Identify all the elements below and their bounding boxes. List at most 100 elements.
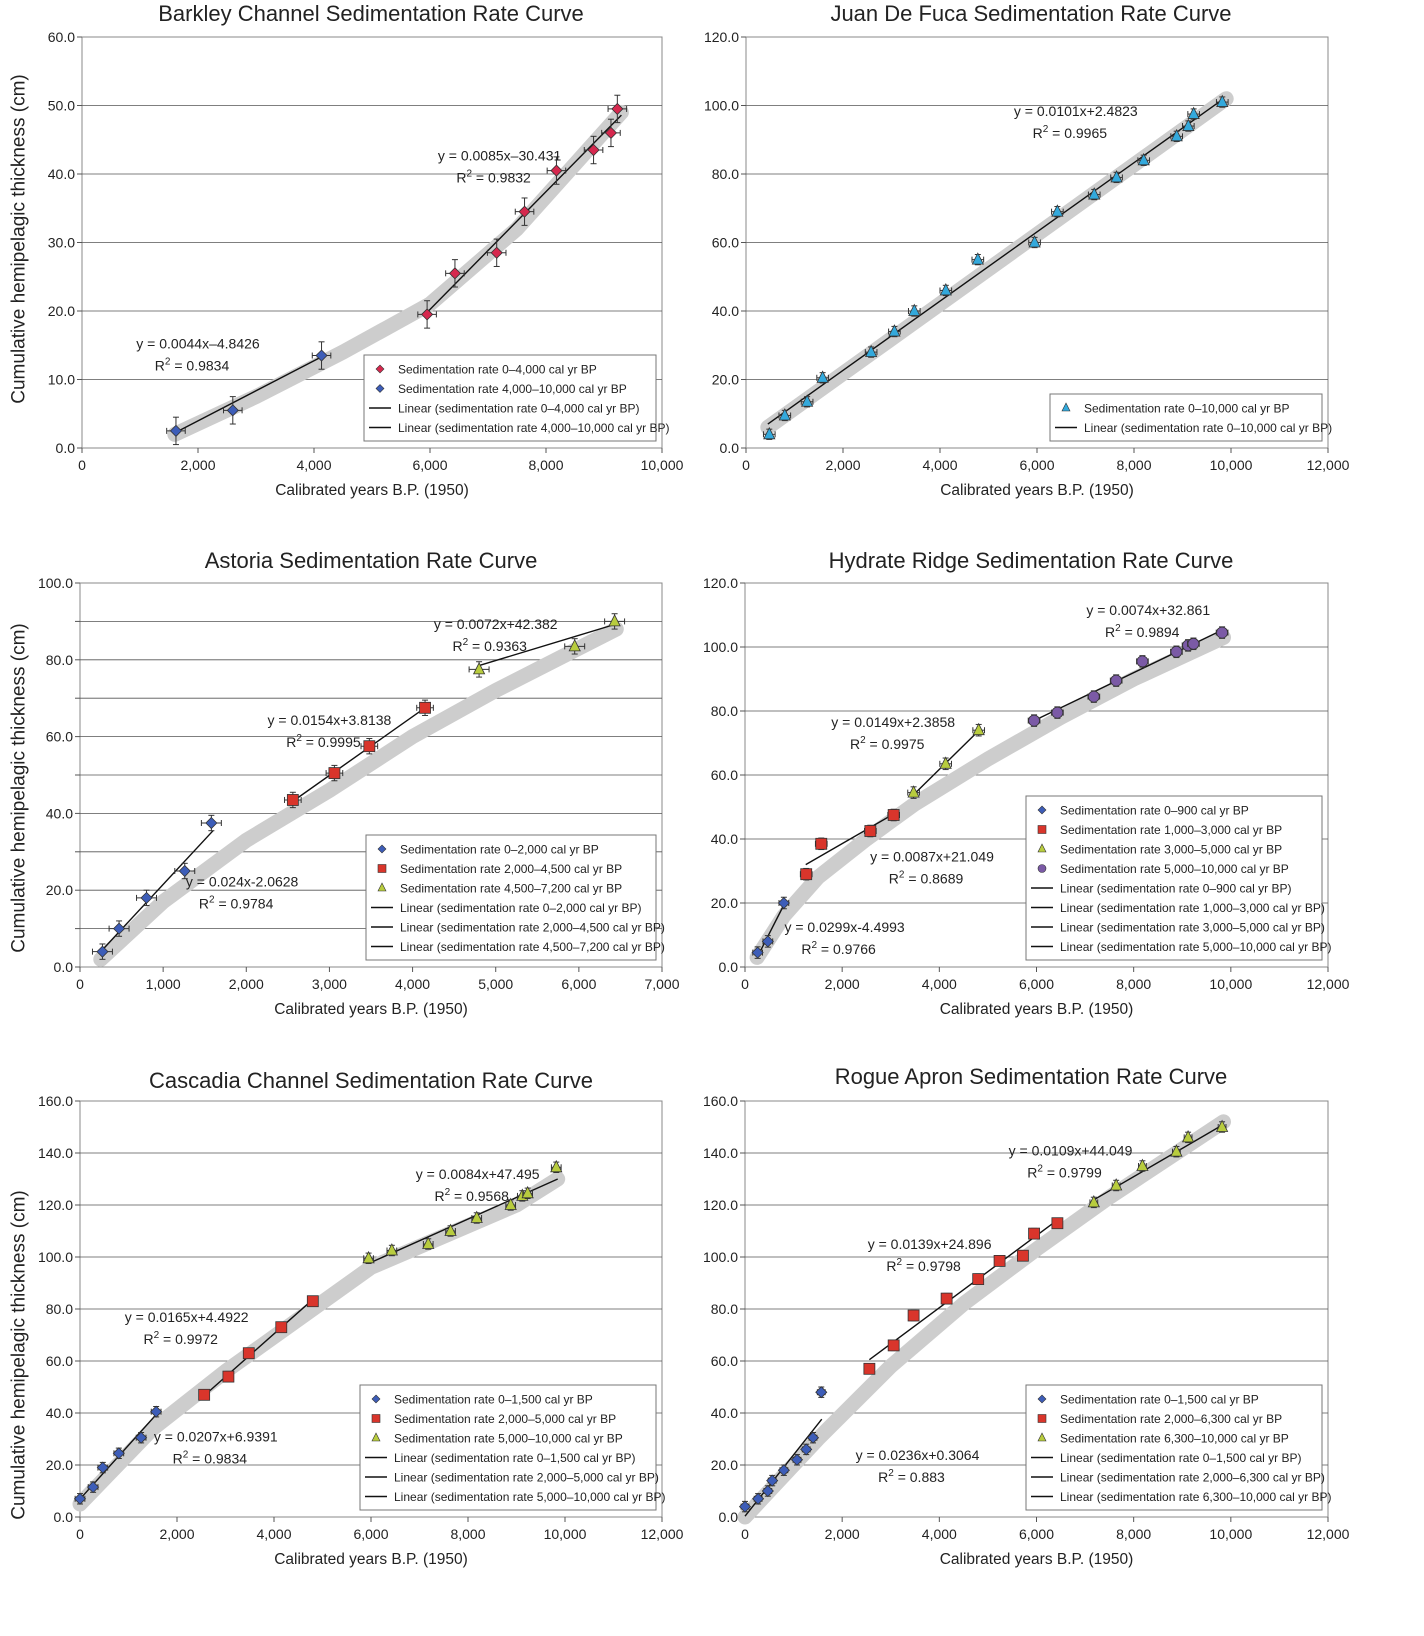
x-axis-title: Calibrated years B.P. (1950): [940, 1551, 1134, 1568]
fit-r2: R2 = 0.9766: [801, 940, 876, 957]
fit-r2: R2 = 0.9832: [456, 168, 531, 185]
data-point: [766, 1474, 779, 1487]
x-tick-label: 1,000: [146, 976, 181, 992]
legend-label: Linear (sedimentation rate 0–1,500 cal y…: [394, 1451, 635, 1465]
r2-prefix: R: [434, 1188, 444, 1204]
legend-marker: [371, 1414, 381, 1423]
data-point: [815, 1386, 828, 1399]
r2-value: = 0.9972: [159, 1331, 218, 1347]
y-tick-label: 80.0: [711, 703, 738, 719]
y-tick-label: 40.0: [712, 303, 739, 319]
y-tick-label: 20.0: [46, 882, 73, 898]
x-tick-label: 10,000: [1209, 976, 1252, 992]
r2-value: = 0.9784: [215, 895, 274, 911]
data-point: [864, 344, 878, 358]
r2-superscript: 2: [860, 735, 866, 746]
r2-prefix: R: [143, 1331, 153, 1347]
y-axis-title-text: Cumulative hemipelagic thickness (cm): [9, 1190, 31, 1520]
legend-label: Linear (sedimentation rate 2,000–6,300 c…: [1060, 1471, 1325, 1485]
legend-label: Linear (sedimentation rate 1,000–3,000 c…: [1060, 901, 1325, 915]
x-tick-label: 5,000: [478, 976, 513, 992]
r2-superscript: 2: [183, 1450, 189, 1461]
fit-line: [203, 1296, 316, 1397]
legend-label: Sedimentation rate 5,000–10,000 cal yr B…: [1060, 862, 1289, 876]
fit-line: [868, 1218, 1059, 1361]
y-tick-label: 60.0: [48, 29, 75, 45]
data-point: [777, 896, 790, 910]
trend-band: [749, 629, 1231, 965]
y-tick-label: 40.0: [46, 1405, 73, 1421]
data-point: [1051, 706, 1064, 719]
legend-label: Linear (sedimentation rate 6,300–10,000 …: [1060, 1490, 1332, 1504]
x-axis-title: Calibrated years B.P. (1950): [274, 1551, 468, 1568]
chart-title: Cascadia Channel Sedimentation Rate Curv…: [149, 1068, 593, 1093]
data-point: [611, 102, 624, 115]
legend-marker: [1037, 1394, 1047, 1404]
chart-panel: Rogue Apron Sedimentation Rate Curve 0.0 2…: [703, 1064, 1350, 1568]
x-tick-label: 2,000: [229, 976, 264, 992]
y-tick-label: 20.0: [46, 1457, 73, 1473]
legend-marker: [1037, 805, 1047, 815]
y-tick-label: 20.0: [48, 303, 75, 319]
legend-label: Sedimentation rate 3,000–5,000 cal yr BP: [1060, 843, 1282, 857]
legend-label: Sedimentation rate 1,000–3,000 cal yr BP: [1060, 823, 1282, 837]
data-point: [815, 837, 828, 850]
y-tick-label: 120.0: [703, 575, 738, 591]
r2-superscript: 2: [897, 1257, 903, 1268]
x-tick-label: 0: [78, 457, 86, 473]
trend-band: [760, 91, 1234, 435]
trend-band: [737, 1114, 1231, 1525]
r2-prefix: R: [1033, 125, 1043, 141]
data-point: [521, 1185, 534, 1199]
legend-marker: [377, 844, 387, 854]
fit-equation: y = 0.0139x+24.896: [868, 1236, 992, 1252]
x-tick-label: 10,000: [1209, 1526, 1252, 1542]
data-point: [1051, 204, 1064, 217]
legend: Sedimentation rate 0–1,500 cal yr BP Sedi…: [359, 1384, 666, 1511]
y-tick-label: 30.0: [48, 235, 75, 251]
trend-band: [93, 621, 624, 967]
r2-superscript: 2: [1037, 1164, 1043, 1175]
data-point: [972, 722, 985, 736]
legend-label: Sedimentation rate 4,500–7,200 cal yr BP: [400, 882, 622, 896]
data-point: [1182, 118, 1195, 131]
data-point: [178, 864, 191, 878]
y-tick-label: 80.0: [711, 1301, 738, 1317]
y-tick-label: 120.0: [38, 1197, 73, 1213]
r2-superscript: 2: [888, 1468, 894, 1479]
y-tick-label: 100.0: [703, 1249, 738, 1265]
fit-line: [756, 902, 786, 958]
data-point: [550, 1159, 563, 1173]
data-point: [816, 370, 829, 383]
chart-panel: Juan De Fuca Sedimentation Rate Curve 0.0…: [704, 1, 1350, 499]
data-point: [444, 1223, 457, 1236]
r2-value: = 0.9975: [866, 736, 925, 752]
legend-marker: [375, 384, 385, 393]
r2-superscript: 2: [165, 357, 171, 368]
x-axis-title: Calibrated years B.P. (1950): [275, 482, 469, 499]
x-tick-label: 2,000: [180, 457, 215, 473]
data-point: [1187, 106, 1200, 119]
data-point: [1110, 1178, 1123, 1191]
x-tick-label: 8,000: [528, 457, 563, 473]
x-tick-label: 10,000: [544, 1526, 587, 1542]
data-point: [1136, 1158, 1149, 1171]
r2-value: = 0.9834: [188, 1451, 247, 1467]
y-tick-label: 60.0: [46, 1353, 73, 1369]
data-point: [150, 1405, 163, 1418]
data-point: [140, 891, 153, 904]
r2-prefix: R: [199, 895, 209, 911]
y-axis-title-row3: Cumulative hemipelagic thickness (cm): [0, 1130, 40, 1580]
y-axis-title-text: Cumulative hemipelagic thickness (cm): [9, 623, 31, 953]
data-point: [306, 1295, 319, 1308]
data-point: [1110, 674, 1123, 687]
data-point: [777, 1464, 790, 1477]
legend-label: Sedimentation rate 2,000–4,500 cal yr BP: [400, 862, 622, 876]
x-tick-label: 8,000: [1116, 976, 1151, 992]
legend-label: Linear (sedimentation rate 0–900 cal yr …: [1060, 882, 1291, 896]
fit-equation: y = 0.0154x+3.8138: [268, 712, 392, 728]
data-point: [1170, 645, 1183, 658]
data-point: [761, 1484, 774, 1498]
x-tick-label: 0: [76, 976, 84, 992]
data-point: [242, 1347, 255, 1360]
